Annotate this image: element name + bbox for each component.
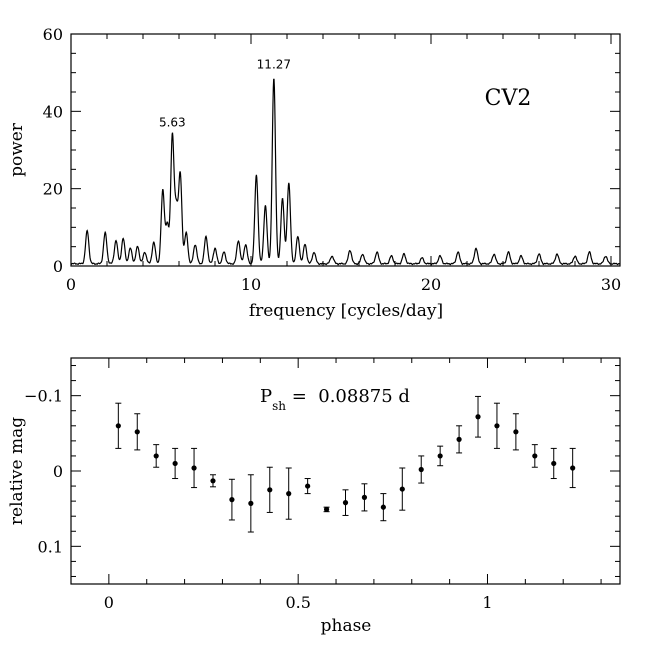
data-point xyxy=(229,497,235,503)
data-point xyxy=(248,500,254,506)
period-value: = 0.08875 d xyxy=(286,386,410,407)
phase-plot-points xyxy=(115,395,576,533)
periodogram-x-tick-label: 30 xyxy=(601,275,621,294)
periodogram-x-tick-label: 10 xyxy=(241,275,261,294)
data-point xyxy=(153,453,159,459)
phase-y-tick-label: −0.1 xyxy=(24,387,63,406)
period-subscript: sh xyxy=(272,399,286,413)
phase-x-tick-label: 1 xyxy=(482,593,492,612)
data-point xyxy=(305,483,311,489)
period-annotation: Psh = 0.08875 d xyxy=(260,386,410,413)
data-point xyxy=(418,466,424,473)
data-point xyxy=(286,491,292,497)
phase-plot-y-axis-label: relative mag xyxy=(7,417,27,525)
power-spectrum-line xyxy=(70,78,621,266)
periodogram-x-tick-label: 0 xyxy=(66,275,76,294)
data-point xyxy=(210,478,216,484)
data-point xyxy=(551,460,557,467)
periodogram-y-tick-label: 20 xyxy=(43,180,63,199)
phase-x-tick-label: 0.5 xyxy=(285,593,310,612)
phase-plot-x-axis-label: phase xyxy=(321,616,372,636)
data-point xyxy=(267,487,273,493)
data-point xyxy=(134,429,140,435)
data-point xyxy=(323,506,330,513)
data-point xyxy=(399,486,405,492)
phase-plot-ticks xyxy=(70,358,620,584)
data-point xyxy=(494,423,500,429)
data-point xyxy=(342,500,349,506)
peak-annotation: 5.63 xyxy=(159,115,186,129)
data-point xyxy=(361,494,368,500)
periodogram-y-tick-labels: 0 20 40 60 xyxy=(43,25,63,276)
data-point xyxy=(475,414,481,420)
data-point xyxy=(437,453,443,459)
data-point xyxy=(513,429,519,435)
periodogram-ticks xyxy=(70,33,620,267)
data-point xyxy=(456,436,462,442)
peak-annotations: 5.63 11.27 xyxy=(159,57,291,129)
periodogram-y-tick-label: 0 xyxy=(53,257,63,276)
data-point xyxy=(115,423,121,429)
phase-x-tick-label: 0 xyxy=(104,593,114,612)
phase-plot-panel: −0.100.1 0 0.5 1 phase relative mag Psh = … xyxy=(7,357,621,636)
periodogram-y-tick-label: 40 xyxy=(43,102,63,121)
periodogram-panel: 0 20 40 60 0 10 20 30 frequency [cycles/day] p… xyxy=(7,25,621,321)
data-point xyxy=(532,453,538,459)
periodogram-y-tick-label: 60 xyxy=(43,25,63,44)
phase-plot-y-tick-labels: −0.1 0 0.1 xyxy=(24,387,63,557)
periodogram-x-tick-label: 20 xyxy=(421,275,441,294)
periodogram-x-tick-labels: 0 10 20 30 xyxy=(66,275,621,294)
period-symbol: P xyxy=(260,386,272,407)
periodogram-x-axis-label: frequency [cycles/day] xyxy=(249,301,443,321)
data-point xyxy=(172,460,178,467)
peak-annotation: 11.27 xyxy=(257,57,291,71)
phase-y-tick-label: 0.1 xyxy=(38,537,63,556)
periodogram-frame xyxy=(70,33,621,267)
periodogram-y-axis-label: power xyxy=(7,122,27,177)
cv2-label: CV2 xyxy=(485,86,532,111)
data-point xyxy=(380,504,386,510)
phase-y-tick-label: 0 xyxy=(53,462,63,481)
phase-plot-x-tick-labels: 0 0.5 1 xyxy=(104,593,493,612)
data-point xyxy=(570,465,576,471)
data-point xyxy=(191,465,197,471)
